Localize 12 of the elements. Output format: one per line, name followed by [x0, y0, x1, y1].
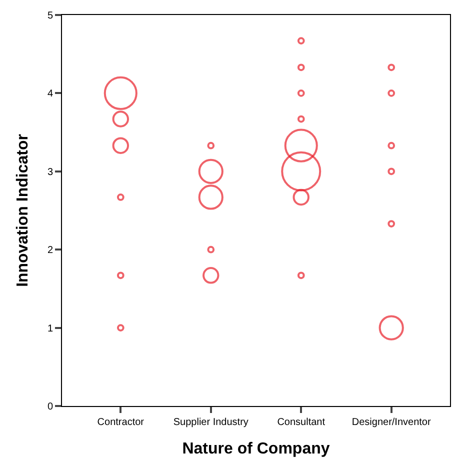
y-tick-label: 4: [47, 88, 54, 100]
x-tick-label: Designer/Inventor: [352, 417, 432, 428]
x-tick-label: Supplier Industry: [173, 417, 248, 428]
x-tick-label: Consultant: [277, 417, 326, 428]
y-tick-label: 1: [47, 323, 54, 334]
y-tick-label: 0: [47, 402, 54, 412]
y-tick-label: 5: [47, 10, 54, 22]
x-axis-title: Nature of Company: [182, 440, 330, 458]
y-tick-label: 2: [47, 245, 54, 256]
x-tick-label: Contractor: [97, 417, 145, 428]
y-axis-title: Innovation Indicator: [14, 134, 32, 287]
y-tick-label: 3: [47, 166, 54, 178]
